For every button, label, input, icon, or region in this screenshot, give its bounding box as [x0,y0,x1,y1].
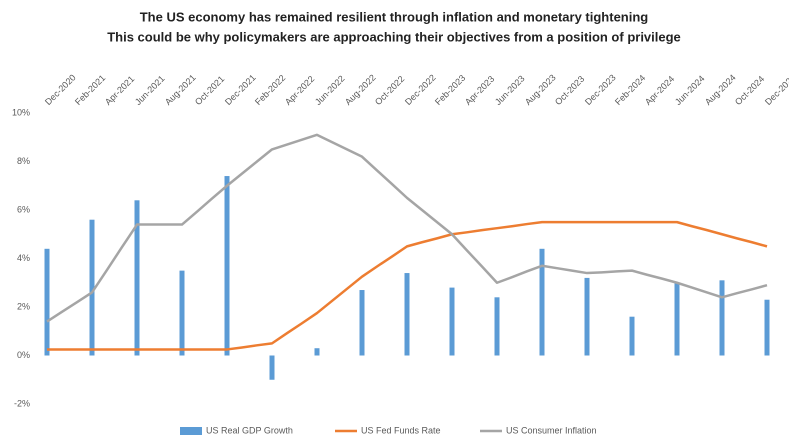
bar [449,287,455,356]
bar [719,280,725,356]
bar [539,248,545,356]
y-tick-label: 6% [17,204,30,214]
bar [764,299,770,356]
x-tick-label: Dec-2024 [763,72,789,107]
x-tick-label: Dec-2023 [583,72,618,107]
y-tick-label: 8% [17,156,30,166]
x-tick-label: Apr-2022 [283,74,316,107]
bar [44,248,50,356]
bar [224,176,230,356]
x-tick-label: Jun-2023 [493,73,527,107]
chart-subtitle: This could be why policymakers are appro… [107,29,681,44]
chart-title: The US economy has remained resilient th… [140,9,649,24]
bar [314,348,320,356]
x-tick-label: Feb-2024 [613,73,647,107]
x-tick-label: Apr-2024 [643,74,676,107]
x-tick-label: Jun-2021 [133,73,167,107]
x-tick-label: Oct-2021 [193,74,226,107]
y-tick-label: 10% [12,107,30,117]
bar [359,290,365,356]
x-tick-label: Jun-2024 [673,73,707,107]
y-tick-label: 2% [17,301,30,311]
x-tick-label: Aug-2022 [343,72,378,107]
x-tick-label: Dec-2021 [223,72,258,107]
bar [179,270,185,356]
line [47,220,768,351]
x-tick-label: Aug-2021 [163,72,198,107]
bar [89,219,95,356]
x-tick-label: Feb-2021 [73,73,107,107]
bar [584,277,590,356]
bar [494,297,500,356]
bar [404,273,410,356]
x-tick-label: Jun-2022 [313,73,347,107]
x-tick-label: Feb-2023 [433,73,467,107]
legend-label: US Consumer Inflation [506,425,597,435]
x-tick-label: Oct-2023 [553,74,586,107]
x-tick-label: Aug-2024 [703,72,738,107]
y-tick-label: -2% [14,398,30,408]
x-tick-label: Dec-2022 [403,72,438,107]
legend-label: US Fed Funds Rate [361,425,441,435]
x-tick-label: Apr-2021 [103,74,136,107]
x-tick-label: Oct-2022 [373,74,406,107]
bar [674,282,680,356]
line [46,133,768,323]
bar [134,200,140,356]
x-tick-label: Apr-2023 [463,74,496,107]
legend-label: US Real GDP Growth [206,425,293,435]
x-tick-label: Aug-2023 [523,72,558,107]
bar [269,355,275,380]
y-tick-label: 4% [17,253,30,263]
x-tick-label: Feb-2022 [253,73,287,107]
y-tick-label: 0% [17,350,30,360]
legend-swatch [180,427,202,435]
x-tick-label: Oct-2024 [733,74,766,107]
x-tick-label: Dec-2020 [43,72,78,107]
bar [629,316,635,356]
